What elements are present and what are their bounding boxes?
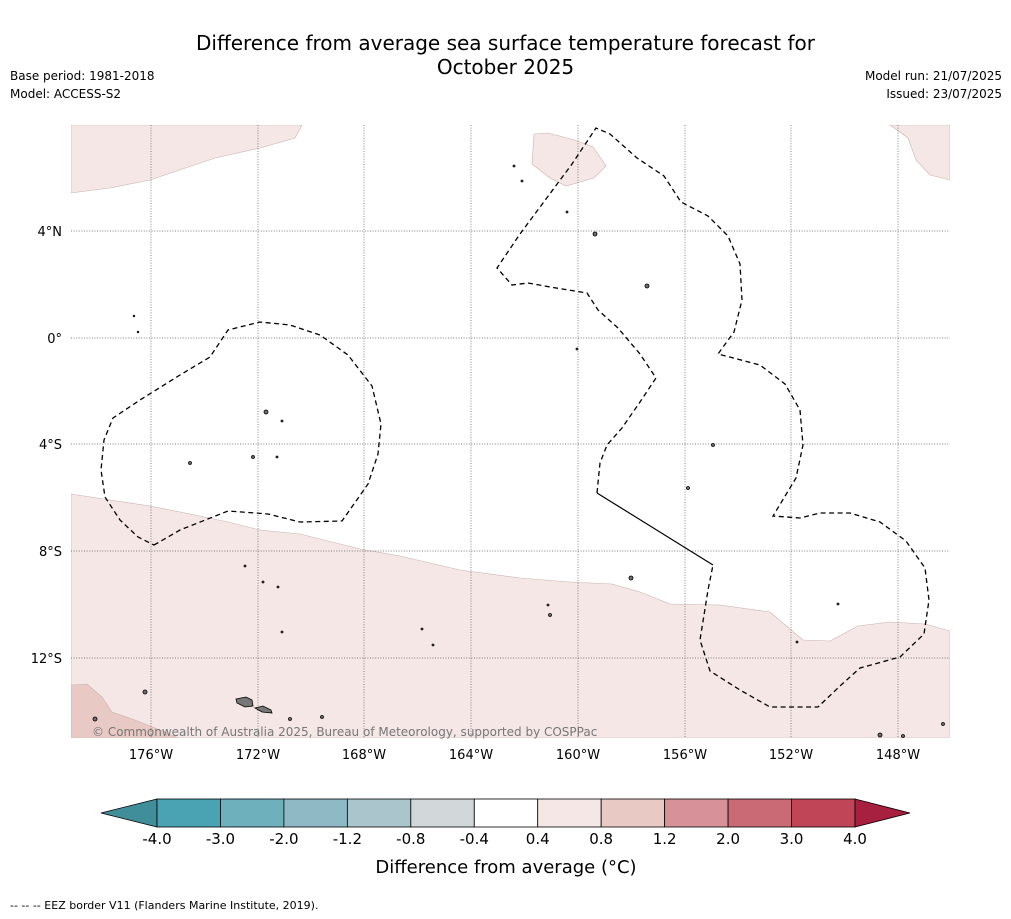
colorbar-extend-high — [854, 798, 911, 828]
lon-label: 176°W — [129, 748, 173, 763]
island — [251, 455, 255, 459]
island — [686, 486, 690, 490]
colorbar-segment — [791, 798, 856, 828]
lon-label: 156°W — [663, 748, 707, 763]
colorbar-segment — [156, 798, 221, 828]
island — [92, 716, 98, 722]
issued-date: Issued: 23/07/2025 — [886, 87, 1002, 101]
island — [142, 689, 148, 695]
island — [512, 164, 516, 168]
colorbar-segment — [410, 798, 475, 828]
base-period: Base period: 1981-2018 — [10, 69, 155, 83]
island — [941, 722, 945, 726]
island — [280, 630, 284, 634]
island — [592, 231, 598, 237]
colorbar-segment — [600, 798, 666, 828]
lon-label: 160°W — [556, 748, 600, 763]
island — [546, 603, 550, 607]
anomaly-region-warm — [71, 683, 179, 738]
eez-legend: -- -- -- EEZ border V11 (Flanders Marine… — [10, 899, 319, 912]
island — [235, 696, 254, 708]
colorbar-tick-label: -3.0 — [206, 830, 235, 848]
island — [575, 347, 579, 351]
eez-border-west — [100, 321, 382, 546]
island — [261, 580, 265, 584]
island — [420, 627, 424, 631]
lat-label: 8°S — [39, 545, 62, 560]
meta-right: Model run: 21/07/2025 Issued: 23/07/2025 — [865, 67, 1002, 103]
island — [288, 717, 292, 721]
colorbar-tick-label: -1.2 — [333, 830, 362, 848]
lon-label: 168°W — [342, 748, 386, 763]
colorbar-label: Difference from average (°C) — [375, 857, 636, 878]
colorbar-tick-label: -2.0 — [269, 830, 298, 848]
anomaly-region-south — [71, 493, 950, 738]
island — [275, 455, 279, 459]
eez-border-shared — [596, 492, 714, 566]
colorbar-segment — [537, 798, 602, 828]
island — [431, 643, 435, 647]
island — [644, 283, 650, 289]
colorbar-tick-label: -0.4 — [460, 830, 489, 848]
anomaly-region-north — [531, 132, 607, 187]
island — [320, 715, 324, 719]
anomaly-region-ne — [889, 125, 950, 181]
eez-border-east — [496, 127, 930, 708]
island — [565, 210, 569, 214]
island — [188, 461, 192, 465]
colorbar-tick-label: 4.0 — [843, 830, 867, 848]
title-line-1: Difference from average sea surface temp… — [195, 31, 815, 55]
map-plot-area — [71, 125, 950, 738]
lon-label: 152°W — [769, 748, 813, 763]
anomaly-region-nw — [71, 125, 303, 194]
island — [901, 734, 905, 738]
colorbar-tick-label: 1.2 — [653, 830, 677, 848]
colorbar-tick-label: 2.0 — [716, 830, 740, 848]
colorbar-tick-label: 0.4 — [526, 830, 550, 848]
island — [711, 443, 715, 447]
island — [253, 705, 273, 714]
island — [263, 409, 269, 415]
island — [280, 419, 284, 423]
island — [520, 179, 524, 183]
colorbar-tick-label: -4.0 — [142, 830, 171, 848]
lon-label: 172°W — [236, 748, 280, 763]
island — [877, 732, 883, 738]
colorbar-tick-label: -0.8 — [396, 830, 425, 848]
model-run: Model run: 21/07/2025 — [864, 69, 1002, 83]
model-name: Model: ACCESS-S2 — [10, 87, 122, 101]
colorbar-segment — [283, 798, 348, 828]
colorbar-segment — [664, 798, 729, 828]
title-line-2: October 2025 — [436, 55, 575, 79]
colorbar-segment — [346, 798, 412, 828]
lon-label: 148°W — [876, 748, 920, 763]
island — [628, 575, 634, 581]
lon-label: 164°W — [449, 748, 493, 763]
island — [136, 330, 140, 334]
island — [836, 602, 840, 606]
island — [548, 613, 552, 617]
island — [243, 564, 247, 568]
colorbar-segment — [220, 798, 285, 828]
lat-label: 4°N — [38, 225, 63, 240]
meta-left: Base period: 1981-2018 Model: ACCESS-S2 — [10, 67, 155, 103]
colorbar-tick-label: 0.8 — [589, 830, 613, 848]
island — [795, 640, 799, 644]
island — [276, 585, 280, 589]
lat-label: 4°S — [39, 438, 62, 453]
page-title: Difference from average sea surface temp… — [0, 31, 1011, 79]
colorbar-extend-low — [100, 798, 158, 828]
colorbar-segment — [727, 798, 792, 828]
island — [132, 314, 136, 318]
colorbar-segment — [473, 798, 539, 828]
colorbar-tick-label: 3.0 — [780, 830, 804, 848]
lat-label: 0° — [47, 332, 62, 347]
copyright-text: © Commonwealth of Australia 2025, Bureau… — [92, 725, 597, 739]
lat-label: 12°S — [31, 652, 62, 667]
